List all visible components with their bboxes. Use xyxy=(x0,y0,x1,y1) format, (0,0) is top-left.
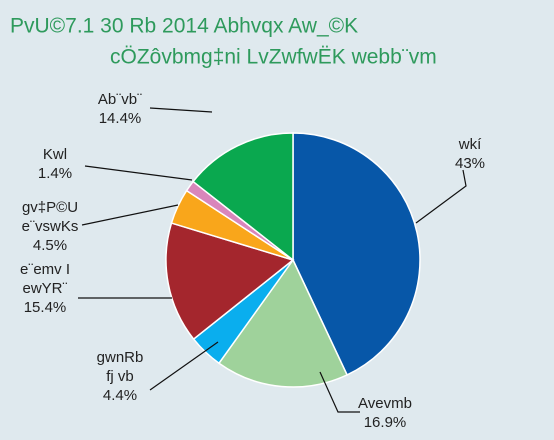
chart-title: cÖZôvbmg‡ni LvZwfwËK webb¨vm xyxy=(110,46,437,69)
slice-label: ewYR¨ xyxy=(22,280,67,297)
value-label: 15.4% xyxy=(24,299,67,316)
value-label: 43% xyxy=(455,155,485,172)
slice-label: Ab¨vb¨ xyxy=(98,91,142,108)
leader-line xyxy=(319,371,360,413)
pie-slice xyxy=(165,222,295,341)
value-label: 14.4% xyxy=(99,110,142,127)
leader-line xyxy=(81,204,179,226)
slice-label: wkí xyxy=(458,136,482,153)
slice-label: Kwl xyxy=(43,146,67,163)
slice-label: fj vb xyxy=(106,368,134,385)
value-label: 16.9% xyxy=(364,414,407,431)
slice-label: e¨emv I xyxy=(20,261,70,278)
slice-label: Avevmb xyxy=(358,395,412,412)
chart-title: PvU©7.1 30 Rb 2014 Abhvqx Aw_©K xyxy=(10,15,358,38)
leader-line xyxy=(84,165,193,181)
leader-line xyxy=(415,169,467,224)
slice-label: gv‡P©U xyxy=(22,199,78,216)
pie-slice xyxy=(292,132,421,376)
value-label: 4.4% xyxy=(103,387,137,404)
pie-slice xyxy=(217,258,349,388)
value-label: 1.4% xyxy=(38,165,72,182)
leader-line xyxy=(149,107,213,113)
pie-slice xyxy=(192,132,294,262)
leader-line xyxy=(149,341,219,391)
slice-label: gwnRb xyxy=(97,349,144,366)
value-label: 4.5% xyxy=(33,237,67,254)
slice-label: e¨vswKs xyxy=(22,218,79,235)
